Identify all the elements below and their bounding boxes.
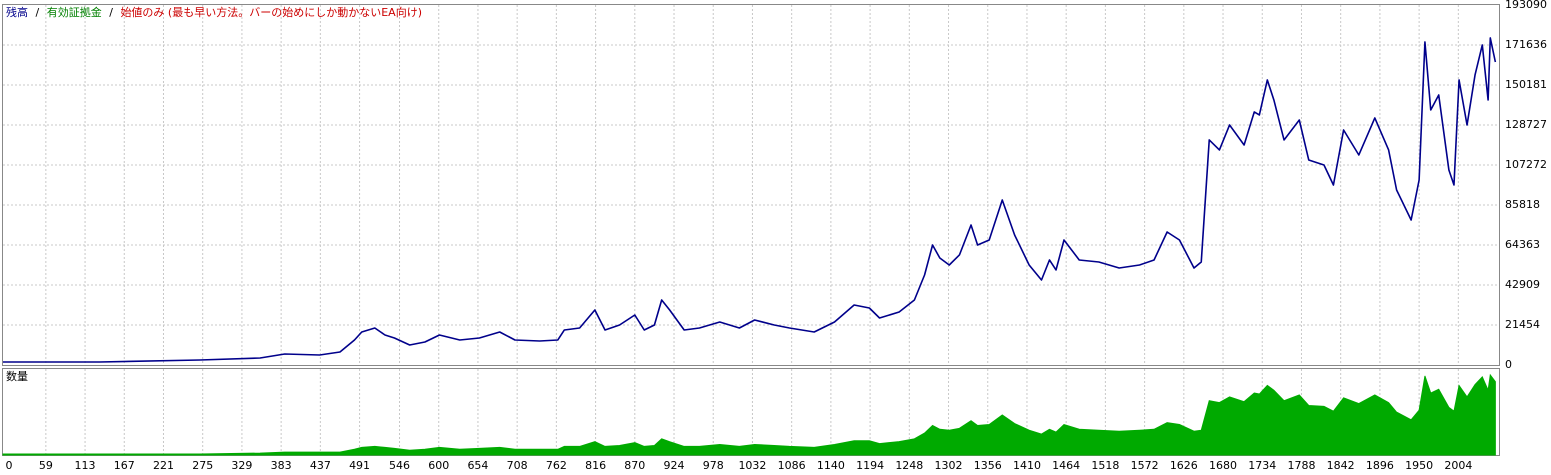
x-tick-label: 1194 — [856, 459, 884, 472]
marks — [2, 37, 1497, 456]
volume-label: 数量 — [6, 370, 28, 383]
y-tick-label: 21454 — [1505, 318, 1540, 331]
x-tick-label: 59 — [39, 459, 53, 472]
x-tick-label: 1734 — [1248, 459, 1276, 472]
x-tick-label: 1680 — [1209, 459, 1237, 472]
y-tick-label: 150181 — [1505, 78, 1547, 91]
x-tick-label: 491 — [349, 459, 370, 472]
y-tick-label: 64363 — [1505, 238, 1540, 251]
x-tick-label: 546 — [389, 459, 410, 472]
x-tick-label: 654 — [467, 459, 488, 472]
x-tick-label: 437 — [310, 459, 331, 472]
x-tick-label: 1518 — [1091, 459, 1119, 472]
x-tick-label: 600 — [428, 459, 449, 472]
x-tick-label: 1302 — [935, 459, 963, 472]
main-panel — [2, 4, 1500, 366]
grid — [3, 5, 1499, 455]
x-tick-label: 1032 — [738, 459, 766, 472]
x-tick-label: 762 — [546, 459, 567, 472]
x-tick-label: 221 — [153, 459, 174, 472]
y-tick-label: 42909 — [1505, 278, 1540, 291]
y-tick-label: 85818 — [1505, 198, 1540, 211]
x-tick-label: 1410 — [1013, 459, 1041, 472]
x-tick-label: 1086 — [778, 459, 806, 472]
x-tick-label: 1464 — [1052, 459, 1080, 472]
x-tick-label: 708 — [507, 459, 528, 472]
x-tick-label: 1140 — [817, 459, 845, 472]
y-tick-label: 193090 — [1505, 0, 1547, 11]
x-tick-label: 383 — [271, 459, 292, 472]
y-tick-label: 107272 — [1505, 158, 1547, 171]
x-tick-label: 167 — [114, 459, 135, 472]
legend-entry: 残高 — [6, 5, 28, 19]
x-tick-label: 870 — [624, 459, 645, 472]
x-tick-label: 1356 — [974, 459, 1002, 472]
x-tick-label: 113 — [75, 459, 96, 472]
y-tick-label: 0 — [1505, 358, 1512, 371]
x-tick-label: 1572 — [1131, 459, 1159, 472]
x-tick-label: 2004 — [1444, 459, 1472, 472]
x-tick-label: 816 — [585, 459, 606, 472]
x-tick-label: 329 — [231, 459, 252, 472]
x-tick-label: 275 — [192, 459, 213, 472]
x-tick-label: 1626 — [1170, 459, 1198, 472]
y-tick-label: 171636 — [1505, 38, 1547, 51]
legend: 残高 / 有効証拠金 / 始値のみ (最も早い方法。バーの始めにしか動かないEA… — [6, 5, 422, 19]
x-tick-label: 1788 — [1287, 459, 1315, 472]
x-tick-label: 1950 — [1405, 459, 1433, 472]
x-tick-label: 924 — [664, 459, 685, 472]
separator: / — [109, 6, 113, 19]
legend-entry: 有効証拠金 — [47, 5, 102, 19]
x-tick-label: 0 — [6, 459, 13, 472]
balance-line — [3, 37, 1497, 363]
x-tick-label: 1896 — [1366, 459, 1394, 472]
x-tick-label: 978 — [703, 459, 724, 472]
volume-area — [2, 373, 1496, 456]
x-tick-label: 1842 — [1327, 459, 1355, 472]
legend-entry: 始値のみ (最も早い方法。バーの始めにしか動かないEA向け) — [120, 5, 422, 19]
separator: / — [36, 6, 40, 19]
y-tick-label: 128727 — [1505, 118, 1547, 131]
x-tick-label: 1248 — [895, 459, 923, 472]
